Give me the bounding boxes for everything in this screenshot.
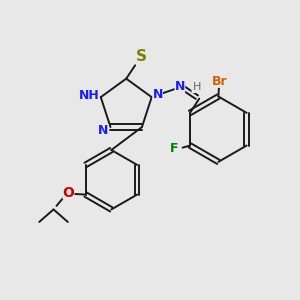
Text: F: F — [169, 142, 178, 155]
FancyBboxPatch shape — [175, 80, 185, 93]
FancyBboxPatch shape — [152, 88, 163, 100]
Text: N: N — [98, 124, 108, 136]
Text: NH: NH — [79, 89, 100, 102]
FancyBboxPatch shape — [168, 142, 179, 155]
FancyBboxPatch shape — [62, 187, 73, 199]
Text: N: N — [175, 80, 185, 93]
Text: O: O — [62, 186, 74, 200]
FancyBboxPatch shape — [81, 89, 98, 102]
FancyBboxPatch shape — [98, 124, 108, 136]
FancyBboxPatch shape — [191, 80, 202, 93]
FancyBboxPatch shape — [136, 50, 146, 63]
Text: S: S — [136, 49, 147, 64]
Text: H: H — [193, 82, 201, 92]
Text: Br: Br — [212, 75, 228, 88]
Text: N: N — [152, 88, 163, 101]
FancyBboxPatch shape — [211, 75, 229, 88]
